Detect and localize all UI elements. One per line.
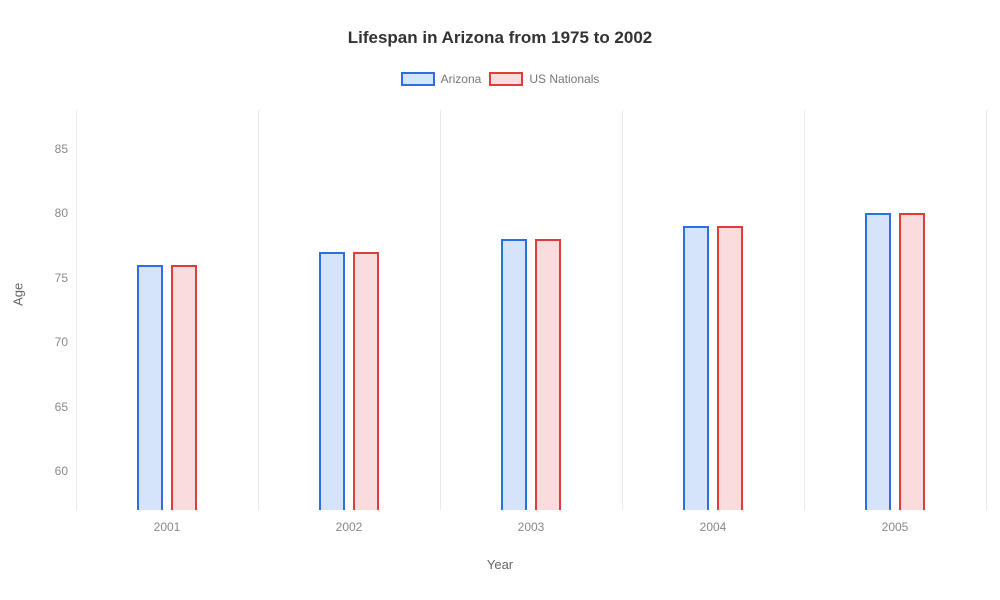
y-tick-label: 75 bbox=[28, 271, 68, 285]
x-axis-label: Year bbox=[0, 557, 1000, 572]
legend-swatch-arizona bbox=[401, 72, 435, 86]
bar-arizona bbox=[865, 213, 891, 510]
legend-swatch-us bbox=[489, 72, 523, 86]
legend-item-us: US Nationals bbox=[489, 72, 599, 86]
bar-arizona bbox=[683, 226, 709, 510]
lifespan-chart: Lifespan in Arizona from 1975 to 2002 Ar… bbox=[0, 0, 1000, 600]
gridline bbox=[804, 110, 805, 510]
chart-legend: Arizona US Nationals bbox=[0, 72, 1000, 86]
chart-title: Lifespan in Arizona from 1975 to 2002 bbox=[0, 28, 1000, 48]
y-tick-label: 60 bbox=[28, 464, 68, 478]
x-tick-label: 2004 bbox=[683, 520, 743, 534]
gridline bbox=[986, 110, 987, 510]
x-tick-label: 2003 bbox=[501, 520, 561, 534]
bar-us-nationals bbox=[535, 239, 561, 510]
bar-arizona bbox=[137, 265, 163, 510]
y-axis-label: Age bbox=[11, 283, 26, 306]
gridline bbox=[76, 110, 77, 510]
x-tick-label: 2002 bbox=[319, 520, 379, 534]
y-tick-label: 85 bbox=[28, 142, 68, 156]
legend-item-arizona: Arizona bbox=[401, 72, 482, 86]
gridline bbox=[440, 110, 441, 510]
legend-label-arizona: Arizona bbox=[441, 72, 482, 86]
bar-arizona bbox=[501, 239, 527, 510]
legend-label-us: US Nationals bbox=[529, 72, 599, 86]
x-tick-label: 2001 bbox=[137, 520, 197, 534]
y-tick-label: 80 bbox=[28, 206, 68, 220]
bar-arizona bbox=[319, 252, 345, 510]
y-tick-label: 70 bbox=[28, 335, 68, 349]
gridline bbox=[258, 110, 259, 510]
bar-us-nationals bbox=[717, 226, 743, 510]
bar-us-nationals bbox=[353, 252, 379, 510]
x-tick-label: 2005 bbox=[865, 520, 925, 534]
bar-us-nationals bbox=[899, 213, 925, 510]
y-tick-label: 65 bbox=[28, 400, 68, 414]
plot-area bbox=[76, 110, 986, 510]
bar-us-nationals bbox=[171, 265, 197, 510]
gridline bbox=[622, 110, 623, 510]
